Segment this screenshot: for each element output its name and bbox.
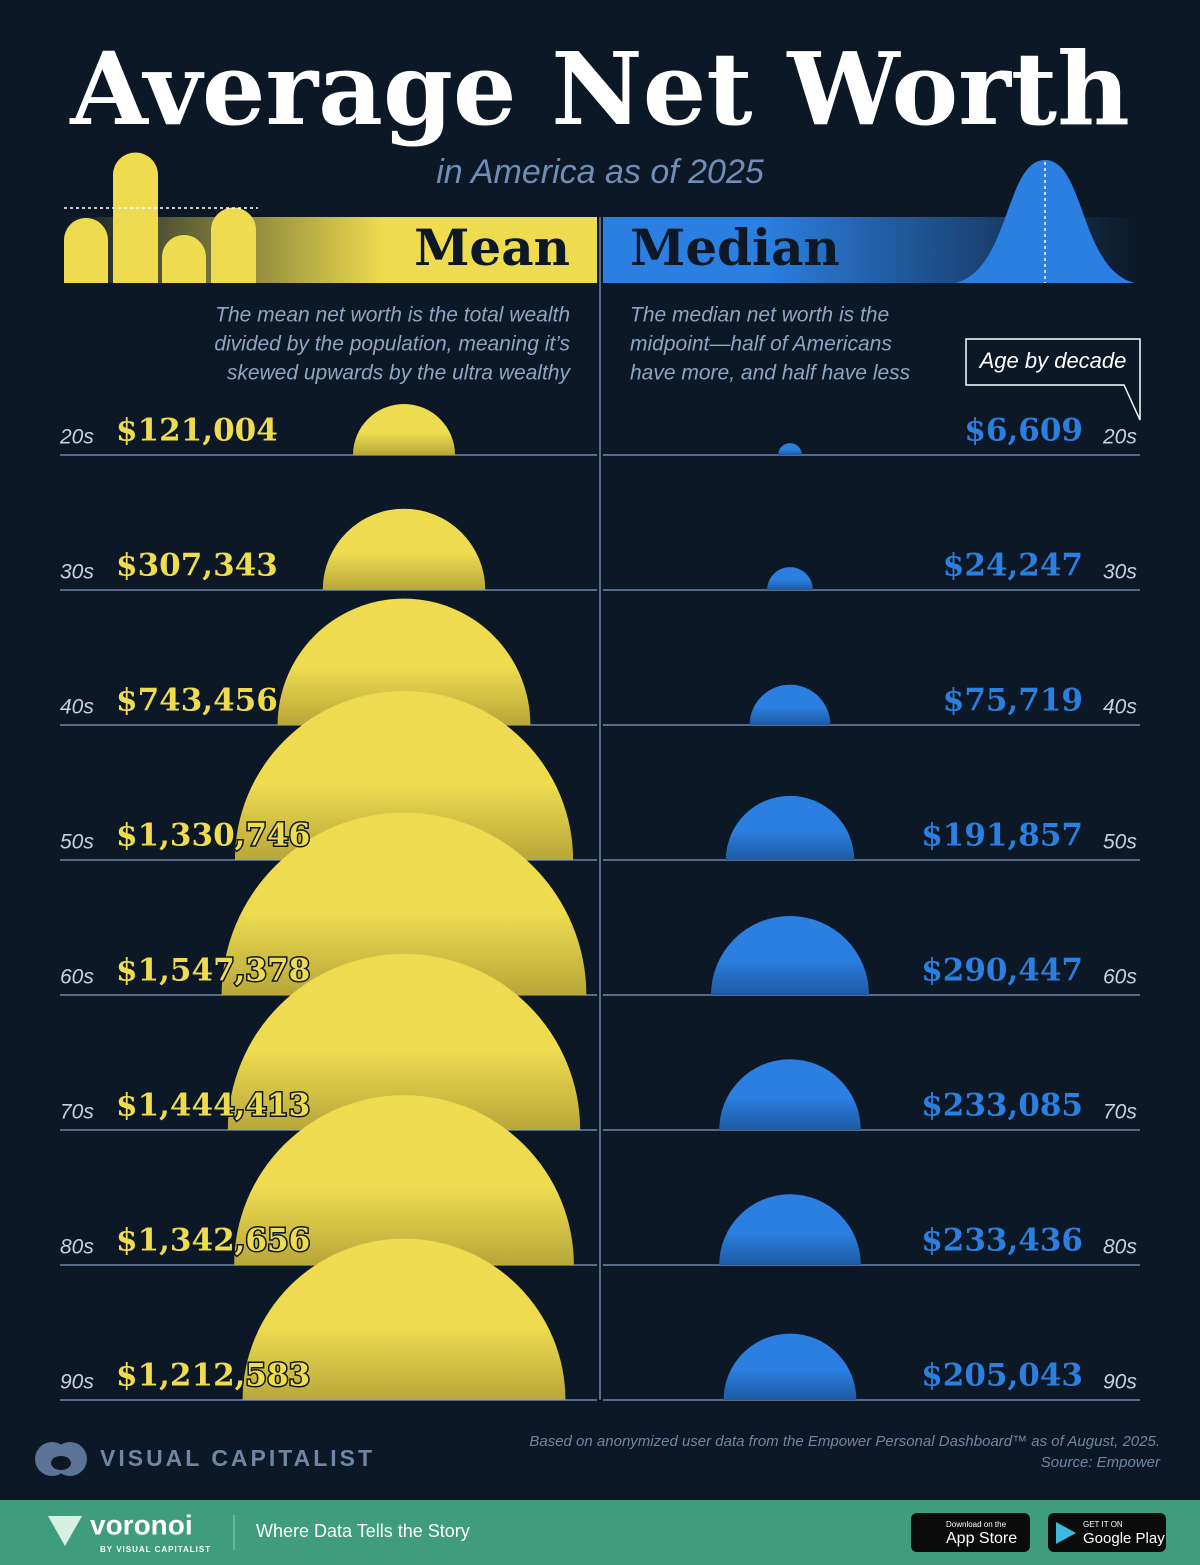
age-label: 40s (60, 696, 94, 719)
app-store-small: Download on the (946, 1520, 1007, 1529)
series-description: divided by the population, meaning it’s (214, 333, 570, 356)
dome (719, 1194, 861, 1265)
value-label: $307,343 (116, 548, 278, 584)
series-description: The mean net worth is the total wealth (215, 304, 570, 327)
app-store: App Store (946, 1530, 1017, 1547)
dome (778, 443, 802, 455)
axis-label-box (965, 338, 1141, 421)
dome (322, 508, 486, 590)
value-label: $121,004 (116, 413, 278, 449)
age-label: 20s (59, 426, 94, 449)
dome (234, 1095, 574, 1265)
dome (767, 567, 813, 590)
series-description: have more, and half have less (630, 362, 911, 385)
legend-median: Median (630, 218, 840, 277)
dome (227, 953, 581, 1130)
dome (353, 404, 455, 455)
dome (710, 915, 870, 995)
dome (221, 812, 587, 995)
axis-label: Age by decade (978, 348, 1127, 373)
bell-icon (955, 160, 1135, 283)
series-description: The median net worth is the (630, 304, 889, 327)
age-label: 60s (60, 966, 94, 989)
series-description: midpoint—half of Americans (630, 333, 892, 356)
app-store-badge[interactable] (911, 1513, 1030, 1552)
logo-sub: BY VISUAL CAPITALIST (100, 1545, 211, 1554)
vc-logo (35, 1442, 87, 1476)
age-label: 50s (60, 831, 94, 854)
age-label: 60s (1103, 966, 1137, 989)
value-label: $6,609 (964, 413, 1083, 449)
dome (234, 690, 574, 860)
value-label: $24,247 (943, 548, 1083, 584)
logo: voronoi (90, 1509, 193, 1540)
age-label: 70s (1103, 1101, 1137, 1124)
dome (749, 684, 831, 725)
age-label: 50s (1103, 831, 1137, 854)
google: Google Play (1083, 1530, 1165, 1547)
value-label: $1,547,378 (116, 953, 310, 989)
plot (60, 404, 1140, 1401)
bars-icon (64, 152, 258, 283)
age-label: 30s (1103, 561, 1137, 584)
age-label: 80s (1103, 1236, 1137, 1259)
note: Based on anonymized user data from the E… (529, 1433, 1160, 1450)
value-label: $1,444,413 (116, 1088, 310, 1124)
value-label: $1,330,746 (116, 818, 310, 854)
dome (725, 795, 855, 860)
google-small: GET IT ON (1083, 1520, 1123, 1529)
google-play-badge[interactable] (1048, 1513, 1166, 1552)
age-label: 90s (1103, 1371, 1137, 1394)
value-label: $1,342,656 (116, 1223, 310, 1259)
brand: VISUAL CAPITALIST (100, 1445, 375, 1471)
play-icon (1056, 1522, 1076, 1544)
source: Source: Empower (1041, 1454, 1161, 1471)
age-label: 90s (60, 1371, 94, 1394)
value-label: $233,085 (921, 1088, 1083, 1124)
series-description: skewed upwards by the ultra wealthy (227, 362, 572, 385)
age-label: 20s (1102, 426, 1137, 449)
tagline: Where Data Tells the Story (256, 1521, 470, 1541)
subtitle: in America as of 2025 (436, 153, 764, 191)
value-label: $191,857 (921, 818, 1083, 854)
dome (277, 598, 531, 725)
title: Average Net Worth (69, 30, 1130, 148)
value-label: $205,043 (921, 1358, 1083, 1394)
dome (719, 1059, 861, 1130)
age-label: 80s (60, 1236, 94, 1259)
value-label: $75,719 (943, 683, 1083, 719)
dome (723, 1333, 857, 1400)
voronoi-icon (48, 1516, 82, 1546)
labels: 20s 20s 30s 30s 40s 40s 50s 50s 60s 60s 70s 70s 80s 8… (59, 411, 1137, 1395)
age-label: 30s (60, 561, 94, 584)
value-label: $233,436 (921, 1223, 1083, 1259)
value-label: $743,456 (116, 683, 278, 719)
value-label: $290,447 (921, 953, 1083, 989)
age-label: 40s (1103, 696, 1137, 719)
legend-mean: Mean (414, 218, 570, 277)
dome (242, 1238, 566, 1400)
value-label: $1,212,583 (116, 1358, 310, 1394)
age-label: 70s (60, 1101, 94, 1124)
